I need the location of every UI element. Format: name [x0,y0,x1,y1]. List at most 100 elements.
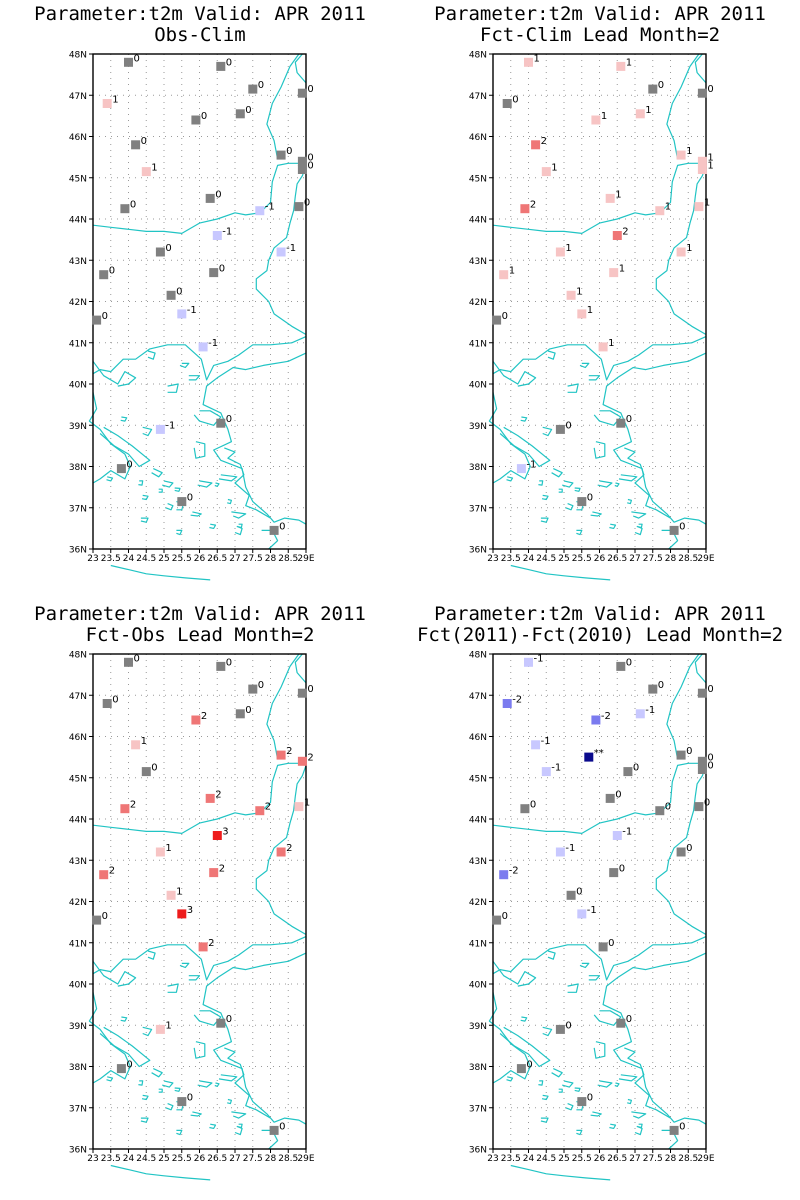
station-value-label: 0 [626,1014,632,1025]
station-value-label: 1 [587,305,593,316]
station-value-label: 1 [565,243,571,254]
leros [627,1098,632,1105]
lon-tick-label: 26.5 [607,1154,627,1164]
kea [538,1080,544,1086]
tinos [162,1080,174,1088]
saronic-islands [106,1076,114,1082]
station-marker [92,915,102,925]
lat-tick-label: 48N [469,651,487,661]
tinos [162,480,174,488]
station-value-label: 0 [245,705,251,716]
lat-tick-label: 36N [69,546,87,556]
station-marker [297,688,307,698]
station-marker [676,847,686,857]
station-marker [116,1064,126,1074]
station-value-label: 0 [576,886,582,897]
station-value-label: 0 [686,746,692,757]
andros [151,1068,163,1078]
map-fct-diff: 48N47N46N45N44N43N42N41N40N39N38N37N36N2… [469,651,715,1181]
map-obs-clim: 48N47N46N45N44N43N42N41N40N39N38N37N36N2… [69,51,315,581]
station-marker [697,88,707,98]
station-value-label: 3 [222,827,228,838]
samothrace [179,362,190,369]
lon-tick-label: 25 [158,1154,169,1164]
station-marker [166,290,176,300]
danube-river [492,758,707,834]
lemnos [567,983,579,993]
station-marker [566,290,576,300]
lon-tick-label: 29E [697,554,714,564]
station-value-label: 2 [265,802,271,813]
station-marker [697,156,707,166]
lat-tick-label: 47N [69,92,87,102]
marmara-south [202,352,307,525]
station-marker [616,418,626,428]
gridlines [93,654,306,1149]
samos [618,1074,638,1082]
coastlines [488,53,707,581]
station-marker [276,750,286,760]
lon-tick-label: 24.5 [136,554,156,564]
imbros [588,375,601,381]
cyclades-west [141,1094,149,1101]
rhodes [661,529,679,550]
lon-tick-label: 23 [87,1154,98,1164]
amorgos [190,1111,202,1117]
station-marker [492,915,502,925]
station-marker [605,193,615,203]
station-value-label: 2 [219,864,225,875]
station-value-label: 0 [176,286,182,297]
panel-title: Parameter:t2m Valid: APR 2011 [34,603,366,625]
station-marker [669,525,679,535]
lon-tick-label: 24 [123,1154,135,1164]
station-value-label: 0 [626,414,632,425]
milos [140,1117,149,1123]
station-value-label: 1 [551,163,557,174]
station-value-label: 0 [226,57,232,68]
saronic-islands [506,476,514,482]
lat-tick-label: 38N [469,1063,487,1073]
skyros [542,426,553,437]
samos [218,474,238,482]
station-value-label: 0 [109,266,115,277]
lemnos [167,383,179,393]
mykonos [174,487,181,492]
station-value-label: -1 [551,763,561,774]
lat-tick-label: 43N [69,857,87,867]
lat-tick-label: 44N [69,216,87,226]
station-value-label: 1 [686,146,692,157]
station-marker [635,709,645,719]
station-marker [605,793,615,803]
lat-tick-label: 43N [69,257,87,267]
station-marker [102,99,112,108]
mykonos [574,487,581,492]
coastlines [88,53,307,581]
station-value-label: 1 [601,111,607,122]
station-value-label: 0 [633,763,639,774]
station-value-label: -1 [587,905,597,916]
nisyros [237,1123,243,1129]
station-marker [499,870,509,880]
saronic-islands [506,1076,514,1082]
station-marker [294,802,304,812]
lat-tick-label: 40N [69,981,87,991]
panel-subtitle: Fct(2011)-Fct(2010) Lead Month=2 [416,624,784,646]
tinos [562,480,574,488]
kea [138,1080,144,1086]
station-value-label: 1 [704,198,710,209]
kos [631,1111,647,1119]
station-marker [520,804,530,814]
station-value-label: 0 [130,200,136,211]
station-marker [697,165,707,174]
lon-tick-label: 28 [665,554,677,564]
station-value-label: 0 [707,84,713,95]
station-value-label: 1 [707,152,713,163]
station-marker [102,699,112,708]
station-marker [584,752,594,762]
station-marker [694,802,704,812]
prut-river [666,53,700,160]
skyros [542,1026,553,1037]
station-marker [598,942,608,952]
lat-tick-label: 43N [469,257,487,267]
station-value-label: 0 [502,311,508,322]
